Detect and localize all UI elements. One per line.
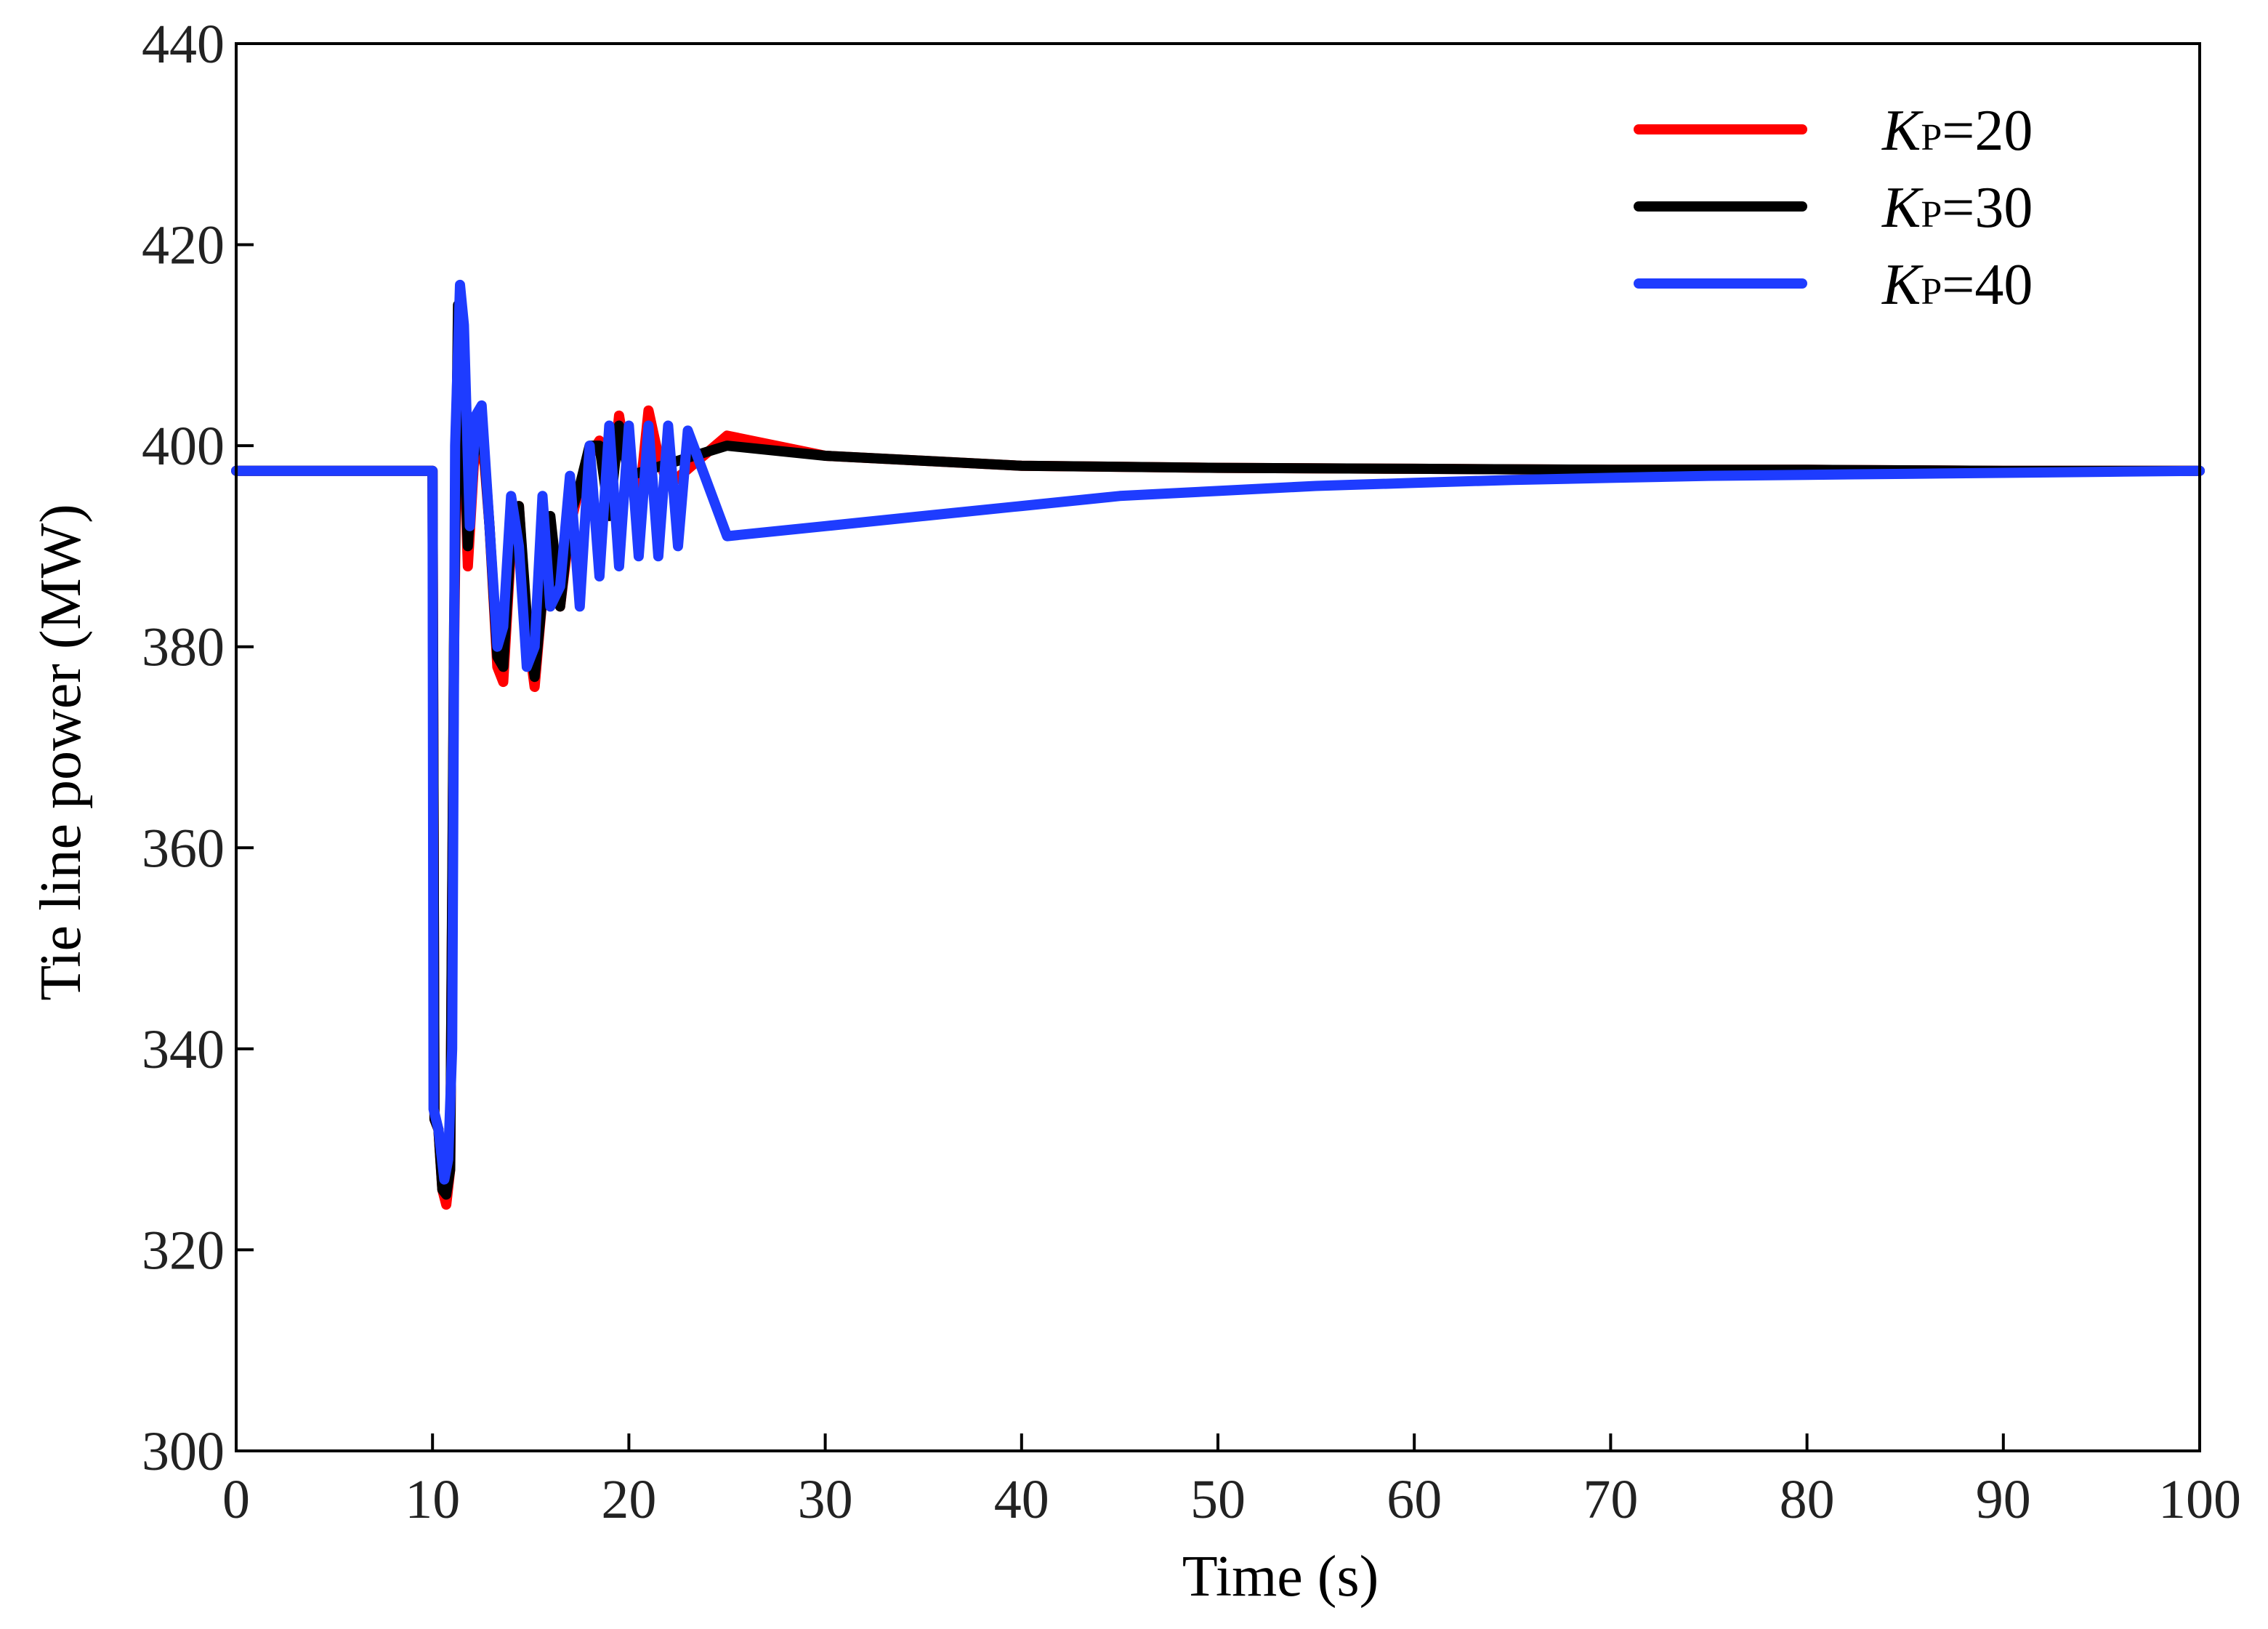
x-axis-label: Time (s) — [1182, 1545, 1379, 1609]
y-tick-label: 420 — [142, 215, 225, 276]
legend-label-2: KP=30 — [1881, 176, 2033, 240]
y-tick-label: 300 — [142, 1421, 225, 1482]
x-tick-label: 20 — [601, 1469, 656, 1530]
x-tick-label: 30 — [798, 1469, 853, 1530]
y-axis-label: Tie line power (MW) — [29, 504, 93, 1001]
x-tick-label: 40 — [994, 1469, 1049, 1530]
x-tick-label: 50 — [1190, 1469, 1246, 1530]
legend-label-3: KP=40 — [1881, 253, 2033, 317]
y-tick-label: 340 — [142, 1019, 225, 1080]
x-tick-label: 70 — [1583, 1469, 1638, 1530]
x-tick-label: 80 — [1780, 1469, 1835, 1530]
x-tick-label: 10 — [405, 1469, 460, 1530]
y-tick-label: 440 — [142, 14, 225, 75]
x-axis-ticks: 0 10 20 30 40 50 60 70 80 90 100 — [222, 1433, 2241, 1530]
y-tick-label: 380 — [142, 617, 225, 678]
y-tick-label: 320 — [142, 1220, 225, 1281]
legend-label-1: KP=20 — [1881, 99, 2033, 163]
y-tick-label: 400 — [142, 416, 225, 477]
series-layer — [231, 279, 2205, 1210]
x-tick-label: 0 — [222, 1469, 250, 1530]
series-line-3 — [231, 279, 2205, 1185]
x-tick-label: 60 — [1387, 1469, 1442, 1530]
legend: KP=20 KP=30 KP=40 — [1634, 99, 2033, 317]
x-tick-label: 100 — [2158, 1469, 2241, 1530]
y-tick-label: 360 — [142, 818, 225, 879]
x-tick-label: 90 — [1976, 1469, 2031, 1530]
y-axis-ticks: 300 320 340 360 380 400 420 440 — [142, 14, 254, 1482]
